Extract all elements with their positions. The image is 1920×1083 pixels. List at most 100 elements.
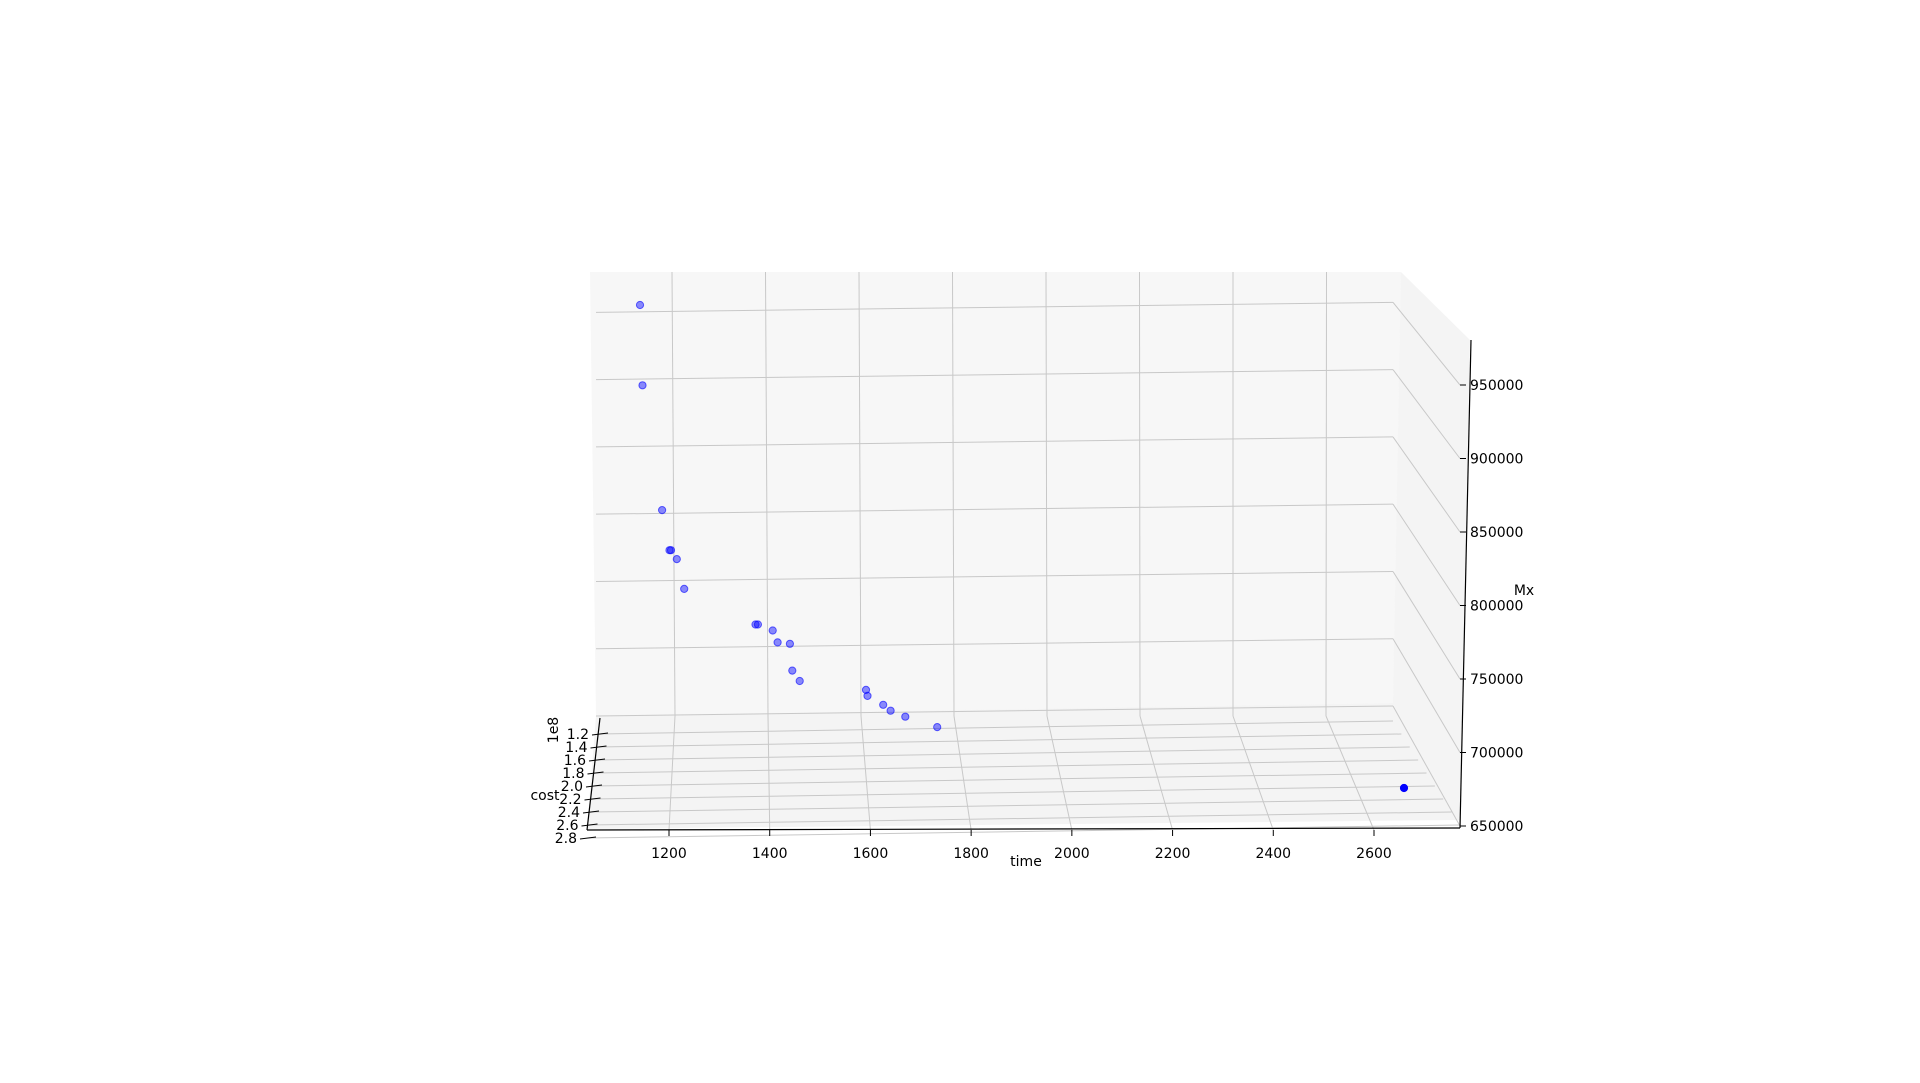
y-tick [585,784,603,788]
x-grid-floor [767,715,771,831]
data-points [635,300,1409,793]
z-tick-label: 900000 [1470,452,1523,468]
y-axis-label: cost [530,788,560,804]
data-point [863,691,872,701]
y-tick [584,797,601,801]
axis-lines [586,339,1472,831]
x-tick-label: 2400 [1255,846,1291,862]
x-grid-floor [1232,715,1274,831]
x-tick-label: 1800 [953,846,989,862]
back-pane [590,272,1401,716]
x-tick-label: 1400 [752,846,788,862]
z-grid-side [1392,369,1461,459]
x-grid-back [858,271,862,717]
x-axis-line [586,827,1461,831]
y-tick-label: 2.0 [561,779,583,795]
z-grid-side [1392,302,1461,386]
tick-marks [579,384,1466,840]
y-tick-label: 1.4 [565,740,587,756]
z-grid-back [595,436,1394,448]
z-tick-label: 750000 [1470,672,1523,688]
x-grid-back [1139,271,1141,717]
data-point [1399,783,1409,793]
grid-lines [587,271,1461,839]
y-tick-label: 2.2 [559,792,581,808]
x-tick-labels: 1200 1400 1600 1800 2000 2200 2400 2600 [651,846,1392,862]
y-tick-label: 2.8 [555,831,577,847]
y-tick-label: 2.6 [556,818,578,834]
x-tick-label: 1600 [853,846,889,862]
z-axis-label: Mx [1514,583,1534,599]
data-point [879,700,888,709]
axes-panes [587,272,1470,829]
data-point [795,676,804,686]
y-grid-floor [595,759,1419,774]
data-point [635,300,645,310]
data-point [768,626,777,635]
y-grid-floor [598,733,1402,748]
data-point [861,685,871,695]
y-offset-label: 1e8 [546,717,562,743]
x-tick-label: 1200 [651,846,687,862]
z-grid-back [595,503,1394,515]
z-grid-back [595,301,1394,313]
z-axis-line [1459,339,1472,829]
z-tick-label: 950000 [1470,378,1523,394]
z-tick-label: 650000 [1470,819,1523,835]
y-tick [591,732,609,736]
data-point [785,639,795,648]
data-point [886,706,895,715]
y-tick-labels: 1.21.41.61.82.02.22.42.62.8 [555,727,589,847]
data-point [666,546,676,555]
x-grid-back [1045,271,1048,717]
y-tick-label: 1.6 [564,753,586,769]
z-grid-back [595,570,1394,582]
x-tick-label: 2200 [1155,846,1191,862]
y-tick-label: 2.4 [558,805,580,821]
y-tick [581,823,598,827]
x-tick-label: 2000 [1054,846,1090,862]
z-tick-labels: 650000 700000 750000 800000 850000 900000 9500… [1470,378,1523,835]
y-tick-label: 1.2 [567,727,589,743]
data-point [933,723,942,732]
y-tick [582,810,600,814]
data-point [753,620,763,629]
z-grid-back [595,638,1394,650]
x-grid-back [1325,271,1327,717]
x-grid-back [765,271,769,717]
x-grid-floor [860,715,871,831]
data-point [773,638,782,647]
data-point [788,666,797,675]
x-axis-label: time [1010,854,1042,870]
data-point [680,584,689,594]
z-grid-side [1392,638,1461,753]
y-tick [579,836,597,840]
y-axis-line [586,717,601,831]
y-grid-floor [589,811,1452,826]
x-grid-back [671,271,676,717]
z-grid-back [595,369,1394,381]
y-grid-floor [587,824,1461,839]
x-grid-floor [1046,715,1073,831]
z-tick-label: 800000 [1470,599,1523,615]
data-point [658,506,667,515]
y-grid-floor [596,746,1410,761]
y-grid-floor [590,798,1444,813]
y-tick [588,758,606,762]
z-grid-side [1392,436,1461,533]
data-point [672,555,681,564]
y-grid-floor [599,720,1394,735]
y-grid-floor [592,785,1435,800]
data-point [901,712,910,721]
z-grid-back [595,705,1394,717]
y-grid-floor [593,772,1427,787]
y-tick [587,771,604,775]
z-grid-side [1392,571,1461,680]
x-grid-back [952,271,955,717]
x-tick-label: 2600 [1356,846,1392,862]
x-grid-floor [1139,715,1174,831]
z-tick-label: 850000 [1470,525,1523,541]
y-tick [590,745,607,749]
data-point [751,620,760,629]
